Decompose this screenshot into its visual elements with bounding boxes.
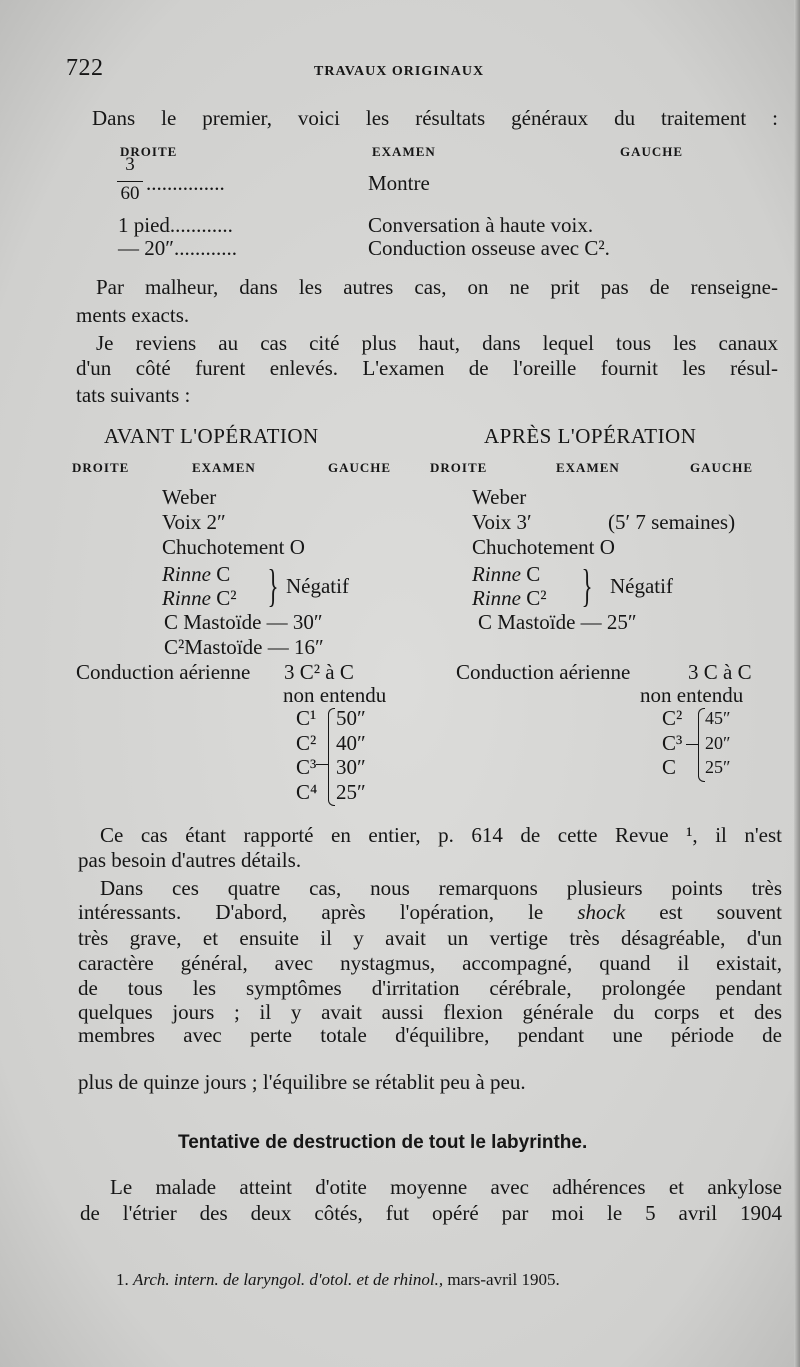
avant-fork: C² xyxy=(296,731,317,755)
page-edge xyxy=(794,0,800,1367)
footnote: 1. Arch. intern. de laryngol. d'otol. et… xyxy=(116,1270,560,1289)
para3-line: Ce cas étant rapporté en entier, p. 614 … xyxy=(100,823,782,847)
para4-line: quelques jours ; il y avait aussi flexio… xyxy=(78,1000,782,1024)
avant-fork: C⁴ xyxy=(296,780,318,804)
table1-droite-1: 1 pied............ xyxy=(118,213,233,237)
avant-non-entendu: non entendu xyxy=(283,683,387,707)
apres-voix: Voix 3′ xyxy=(472,510,532,534)
para2-line: Je reviens au cas cité plus haut, dans l… xyxy=(96,331,778,355)
avant-fork-time: 30″ xyxy=(336,755,366,779)
brace: } xyxy=(581,560,593,611)
avant-conduction-value: 3 C² à C xyxy=(284,660,354,684)
avant-header-droite: DROITE xyxy=(72,460,130,475)
intro-line: Dans le premier, voici les résultats gén… xyxy=(92,106,778,130)
table1-header-examen: EXAMEN xyxy=(372,144,436,159)
para1-line: Par malheur, dans les autres cas, on ne … xyxy=(96,275,778,299)
apres-conduction: Conduction aérienne xyxy=(456,660,631,684)
para2-line: d'un côté furent enlevés. L'examen de l'… xyxy=(76,356,778,380)
apres-rinne-c2: Rinne C² xyxy=(472,586,547,610)
avant-voix: Voix 2″ xyxy=(162,510,226,534)
dash xyxy=(316,764,328,765)
avant-title: AVANT L'OPÉRATION xyxy=(104,424,319,448)
apres-header-examen: EXAMEN xyxy=(556,460,620,475)
para4-line: Dans ces quatre cas, nous remarquons plu… xyxy=(100,876,782,900)
para1-line: ments exacts. xyxy=(76,303,190,327)
table1-header-droite: DROITE xyxy=(120,144,178,159)
avant-fork: C¹ xyxy=(296,706,317,730)
fraction-denominator: 60 xyxy=(120,183,140,204)
fraction-numerator: 3 xyxy=(125,154,135,175)
avant-fork-time: 50″ xyxy=(336,706,366,730)
apres-title: APRÈS L'OPÉRATION xyxy=(484,424,697,448)
avant-mastoide-c2: C²Mastoïde — 16″ xyxy=(164,635,324,659)
table1-dots: ............... xyxy=(146,171,225,195)
page-number: 722 xyxy=(66,55,104,81)
avant-mastoide-c: C Mastoïde — 30″ xyxy=(164,610,323,634)
table1-header-gauche: GAUCHE xyxy=(620,144,684,159)
apres-header-droite: DROITE xyxy=(430,460,488,475)
avant-rinne-result: Négatif xyxy=(286,574,349,598)
para4-line: très grave, et ensuite il y avait un ver… xyxy=(78,926,782,950)
apres-fork-time: 25″ xyxy=(705,757,731,777)
avant-conduction: Conduction aérienne xyxy=(76,660,251,684)
apres-rinne-result: Négatif xyxy=(610,574,673,598)
apres-rinne-c: Rinne C xyxy=(472,562,541,586)
para4-line: intéressants. D'abord, après l'opération… xyxy=(78,900,782,924)
fraction-bar xyxy=(117,181,143,182)
avant-chuchotement: Chuchotement O xyxy=(162,535,305,559)
apres-chuchotement: Chuchotement O xyxy=(472,535,615,559)
apres-voix-note: (5′ 7 semaines) xyxy=(608,510,736,534)
avant-fork: C³ xyxy=(296,755,317,779)
apres-fork-time: 45″ xyxy=(705,708,731,728)
apres-mastoide-c: C Mastoïde — 25″ xyxy=(478,610,637,634)
avant-header-examen: EXAMEN xyxy=(192,460,256,475)
brace: } xyxy=(267,560,279,611)
para2-line: tats suivants : xyxy=(76,383,191,407)
para4-line: membres avec perte totale d'équilibre, p… xyxy=(78,1023,782,1047)
table1-examen-montre: Montre xyxy=(368,171,430,195)
avant-fork-time: 25″ xyxy=(336,780,366,804)
apres-fork: C xyxy=(662,755,677,779)
para5-line: Le malade atteint d'otite moyenne avec a… xyxy=(110,1175,782,1199)
apres-fork: C³ xyxy=(662,731,683,755)
avant-rinne-c2: Rinne C² xyxy=(162,586,237,610)
apres-conduction-value: 3 C à C xyxy=(688,660,752,684)
table1-examen-1: Conversation à haute voix. xyxy=(368,213,594,237)
apres-header-gauche: GAUCHE xyxy=(690,460,754,475)
para3-line: pas besoin d'autres détails. xyxy=(78,848,302,872)
apres-fork: C² xyxy=(662,706,683,730)
dash xyxy=(686,744,698,745)
avant-weber: Weber xyxy=(162,485,217,509)
apres-weber: Weber xyxy=(472,485,527,509)
para4-line: caractère général, avec nystagmus, accom… xyxy=(78,951,782,975)
avant-fork-time: 40″ xyxy=(336,731,366,755)
section-heading: Tentative de destruction de tout le laby… xyxy=(178,1132,588,1153)
brace xyxy=(698,708,705,782)
avant-rinne-c: Rinne C xyxy=(162,562,231,586)
para4-line: plus de quinze jours ; l'équilibre se ré… xyxy=(78,1070,526,1094)
running-title: TRAVAUX ORIGINAUX xyxy=(314,64,485,79)
para4-line: de tous les symptômes d'irritation céréb… xyxy=(78,976,782,1000)
apres-fork-time: 20″ xyxy=(705,733,731,753)
table1-examen-2: Conduction osseuse avec C². xyxy=(368,236,610,260)
table1-droite-2: — 20″............ xyxy=(118,236,237,260)
para5-line: de l'étrier des deux côtés, fut opéré pa… xyxy=(80,1201,782,1225)
apres-non-entendu: non entendu xyxy=(640,683,744,707)
brace xyxy=(328,708,335,806)
avant-header-gauche: GAUCHE xyxy=(328,460,392,475)
